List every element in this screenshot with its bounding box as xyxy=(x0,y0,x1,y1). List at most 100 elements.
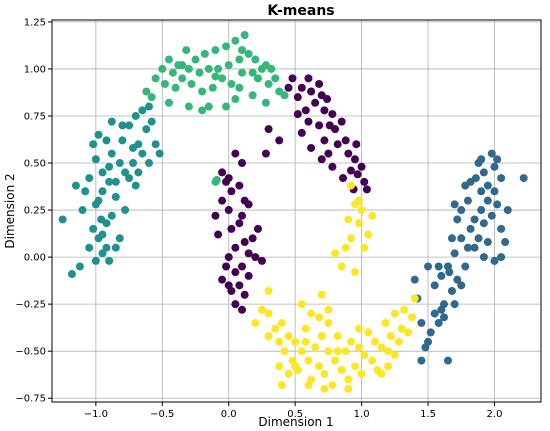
scatter-point xyxy=(483,238,492,247)
scatter-point xyxy=(187,79,196,88)
scatter-point xyxy=(145,102,154,111)
x-tick-label: 1.0 xyxy=(354,409,370,420)
scatter-point xyxy=(102,136,111,145)
scatter-point xyxy=(471,174,480,183)
scatter-point xyxy=(352,140,361,149)
scatter-point xyxy=(235,219,244,228)
scatter-point xyxy=(248,234,257,243)
scatter-point xyxy=(115,234,124,243)
y-tick-label: 1.00 xyxy=(24,64,46,75)
scatter-point xyxy=(261,98,270,107)
scatter-point xyxy=(224,206,233,215)
scatter-point xyxy=(320,384,329,393)
scatter-point xyxy=(331,249,340,258)
scatter-point xyxy=(238,211,247,220)
scatter-point xyxy=(390,309,399,318)
scatter-point xyxy=(251,253,260,262)
scatter-point xyxy=(227,79,236,88)
scatter-point xyxy=(497,174,506,183)
scatter-point xyxy=(315,79,324,88)
scatter-point xyxy=(357,162,366,171)
scatter-point xyxy=(357,369,366,378)
scatter-point xyxy=(91,256,100,265)
scatter-point xyxy=(222,177,231,186)
scatter-point xyxy=(98,168,107,177)
scatter-point xyxy=(211,177,220,186)
scatter-point xyxy=(417,356,426,365)
scatter-point xyxy=(111,243,120,252)
scatter-point xyxy=(311,343,320,352)
scatter-point xyxy=(477,206,486,215)
scatter-point xyxy=(477,187,486,196)
scatter-point xyxy=(71,181,80,190)
scatter-point xyxy=(238,46,247,55)
scatter-point xyxy=(184,64,193,73)
scatter-point xyxy=(370,337,379,346)
scatter-point xyxy=(457,234,466,243)
scatter-point xyxy=(257,256,266,265)
scatter-point xyxy=(337,262,346,271)
x-axis-ticks: −1.0 −0.5 0.0 0.5 1.0 1.5 2.0 xyxy=(84,402,502,420)
scatter-point xyxy=(184,102,193,111)
scatter-point xyxy=(78,206,87,215)
scatter-point xyxy=(267,64,276,73)
scatter-point xyxy=(315,121,324,130)
scatter-point xyxy=(214,64,223,73)
scatter-point xyxy=(111,177,120,186)
scatter-point xyxy=(147,93,156,102)
scatter-point xyxy=(291,337,300,346)
scatter-point xyxy=(450,200,459,209)
scatter-point xyxy=(168,68,177,77)
scatter-point xyxy=(284,332,293,341)
scatter-point xyxy=(307,309,316,318)
scatter-point xyxy=(315,362,324,371)
scatter-point xyxy=(138,149,147,158)
scatter-point xyxy=(204,64,213,73)
scatter-point xyxy=(317,332,326,341)
scatter-point xyxy=(331,356,340,365)
scatter-point xyxy=(497,224,506,233)
scatter-point xyxy=(118,136,127,145)
scatter-point xyxy=(408,313,417,322)
scatter-point xyxy=(337,117,346,126)
scatter-point xyxy=(461,262,470,271)
scatter-point xyxy=(434,318,443,327)
scatter-point xyxy=(350,362,359,371)
scatter-point xyxy=(107,211,116,220)
scatter-point xyxy=(368,211,377,220)
scatter-point xyxy=(198,106,207,115)
scatter-point xyxy=(105,162,114,171)
scatter-point xyxy=(224,253,233,262)
scatter-point xyxy=(115,159,124,168)
scatter-point xyxy=(437,271,446,280)
scatter-point xyxy=(470,243,479,252)
scatter-point xyxy=(97,215,106,224)
scatter-point xyxy=(453,215,462,224)
scatter-point xyxy=(410,275,419,284)
scatter-point xyxy=(474,234,483,243)
scatter-point xyxy=(151,74,160,83)
scatter-point xyxy=(105,177,114,186)
scatter-point xyxy=(394,337,403,346)
cluster-0-points xyxy=(211,74,371,314)
scatter-point xyxy=(224,281,233,290)
scatter-point xyxy=(240,290,249,299)
scatter-point xyxy=(277,318,286,327)
scatter-point xyxy=(479,219,488,228)
scatter-point xyxy=(211,211,220,220)
chart-title: K-means xyxy=(267,3,334,19)
x-axis-label: Dimension 1 xyxy=(258,415,333,429)
scatter-point xyxy=(519,174,528,183)
scatter-point xyxy=(490,187,499,196)
scatter-point xyxy=(85,174,94,183)
scatter-point xyxy=(453,275,462,284)
scatter-point xyxy=(445,268,454,277)
y-tick-label: 0.25 xyxy=(24,206,46,217)
scatter-point xyxy=(437,305,446,314)
scatter-point xyxy=(417,318,426,327)
scatter-point xyxy=(344,215,353,224)
scatter-point xyxy=(426,328,435,337)
scatter-point xyxy=(350,268,359,277)
scatter-point xyxy=(182,46,191,55)
scatter-point xyxy=(479,253,488,262)
